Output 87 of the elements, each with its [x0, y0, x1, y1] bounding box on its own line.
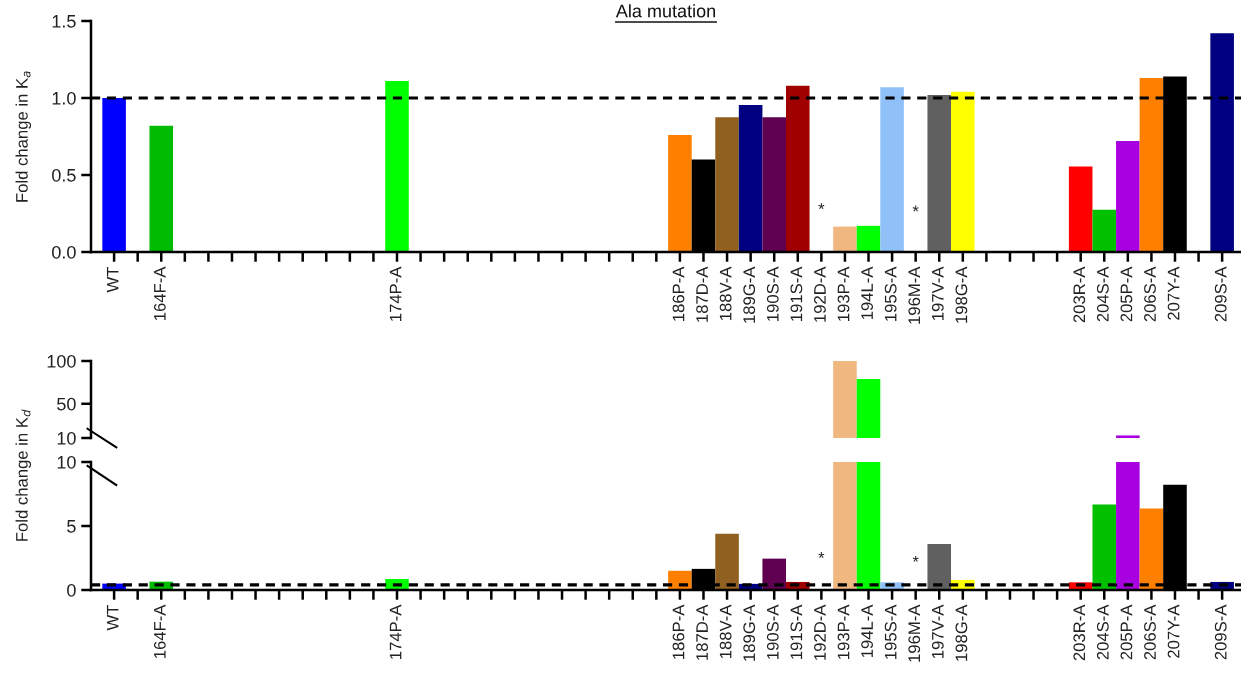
bar	[149, 125, 174, 252]
x-tick-label: WT	[106, 604, 119, 631]
x-tick-label: 195S-A	[884, 266, 897, 321]
y-tick-label: 10	[57, 431, 76, 445]
bar	[1139, 77, 1164, 252]
x-tick-label: 197V-A	[931, 266, 944, 320]
x-tick-label: 203R-A	[1073, 604, 1086, 661]
annotation: *	[912, 205, 919, 212]
bar	[762, 117, 786, 252]
x-tick-label: WT	[106, 266, 119, 293]
x-tick-label: 207Y-A	[1167, 604, 1180, 658]
bar	[880, 87, 904, 252]
bar	[668, 134, 692, 252]
x-tick-label: 204S-A	[1096, 266, 1109, 322]
x-tick-label: 198G-A	[955, 266, 968, 323]
x-tick-label: 197V-A	[931, 604, 944, 658]
x-tick-label: 205P-A	[1120, 266, 1133, 322]
annotation: *	[912, 555, 919, 562]
bar	[1116, 141, 1140, 252]
bar	[1092, 504, 1117, 590]
x-tick-label: 174P-A	[389, 266, 402, 321]
y-tick-label: 1.5	[52, 15, 76, 28]
x-tick-label: 190S-A	[766, 604, 779, 659]
x-tick-label: 193P-A	[837, 604, 850, 659]
bar	[927, 543, 952, 590]
x-tick-label: 204S-A	[1096, 604, 1109, 660]
bar	[1092, 209, 1117, 252]
y-axis-title: Fold change in K$_{d}$	[15, 409, 32, 541]
x-tick-label: 187D-A	[696, 604, 708, 660]
x-tick-label: 192D-A	[814, 604, 826, 660]
bar	[1210, 33, 1234, 252]
bar	[715, 533, 739, 590]
y-axis-title: Fold change in K$_{a}$	[15, 71, 32, 202]
x-tick-label: 190S-A	[766, 266, 779, 321]
x-tick-label: 191S-A	[790, 604, 803, 659]
bar	[833, 462, 857, 590]
bar	[856, 225, 881, 252]
x-tick-label: 206S-A	[1144, 266, 1156, 322]
y-tick-label: 50	[57, 397, 76, 411]
x-tick-label: 203R-A	[1073, 266, 1086, 323]
x-tick-label: 196M-A	[908, 604, 921, 662]
annotation: *	[818, 552, 825, 558]
bar	[738, 104, 763, 252]
bar	[1068, 166, 1093, 252]
x-tick-label: 198G-A	[955, 604, 968, 661]
x-tick-label: 188V-A	[719, 266, 732, 320]
x-tick-label: 209S-A	[1214, 266, 1227, 322]
x-tick-label: 164F-A	[153, 604, 166, 658]
annotation: *	[818, 203, 825, 210]
x-tick-label: 205P-A	[1120, 604, 1133, 660]
bar	[856, 462, 881, 590]
x-tick-label: 191S-A	[790, 266, 803, 321]
x-tick-label: 209S-A	[1214, 604, 1227, 660]
y-tick-label: 0.0	[52, 245, 76, 259]
y-tick-label: 1.0	[52, 91, 76, 105]
chart-title: Ala mutation	[615, 4, 716, 18]
x-tick-label: 194L-A	[861, 604, 873, 658]
y-tick-label: 100	[47, 354, 76, 368]
bar	[385, 81, 409, 252]
x-tick-label: 186P-A	[672, 604, 685, 659]
y-tick-label: 5	[67, 520, 76, 533]
x-tick-label: 164F-A	[153, 266, 166, 320]
x-tick-label: 186P-A	[672, 266, 685, 321]
x-tick-label: 189G-A	[743, 266, 756, 323]
bar	[762, 558, 786, 590]
x-tick-label: 196M-A	[908, 266, 921, 324]
x-tick-label: 207Y-A	[1167, 266, 1180, 320]
bar	[1139, 508, 1164, 590]
x-tick-label: 206S-A	[1144, 604, 1156, 660]
y-tick-label: 0	[67, 583, 76, 597]
x-tick-label: 193P-A	[837, 266, 850, 321]
x-tick-label: 188V-A	[719, 604, 732, 658]
bar	[927, 94, 952, 252]
x-tick-label: 195S-A	[884, 604, 897, 659]
bar	[951, 91, 975, 252]
x-tick-label: 187D-A	[696, 266, 708, 322]
y-tick-label: 10	[57, 455, 76, 469]
bar	[715, 117, 739, 252]
bar	[1116, 462, 1140, 590]
bar	[102, 98, 126, 252]
bar	[786, 85, 810, 252]
y-tick-label: 0.5	[52, 168, 76, 182]
x-tick-label: 194L-A	[861, 266, 873, 320]
x-tick-label: 174P-A	[389, 604, 402, 659]
x-tick-label: 189G-A	[743, 604, 756, 661]
x-tick-label: 192D-A	[814, 266, 826, 322]
bar	[833, 226, 857, 252]
